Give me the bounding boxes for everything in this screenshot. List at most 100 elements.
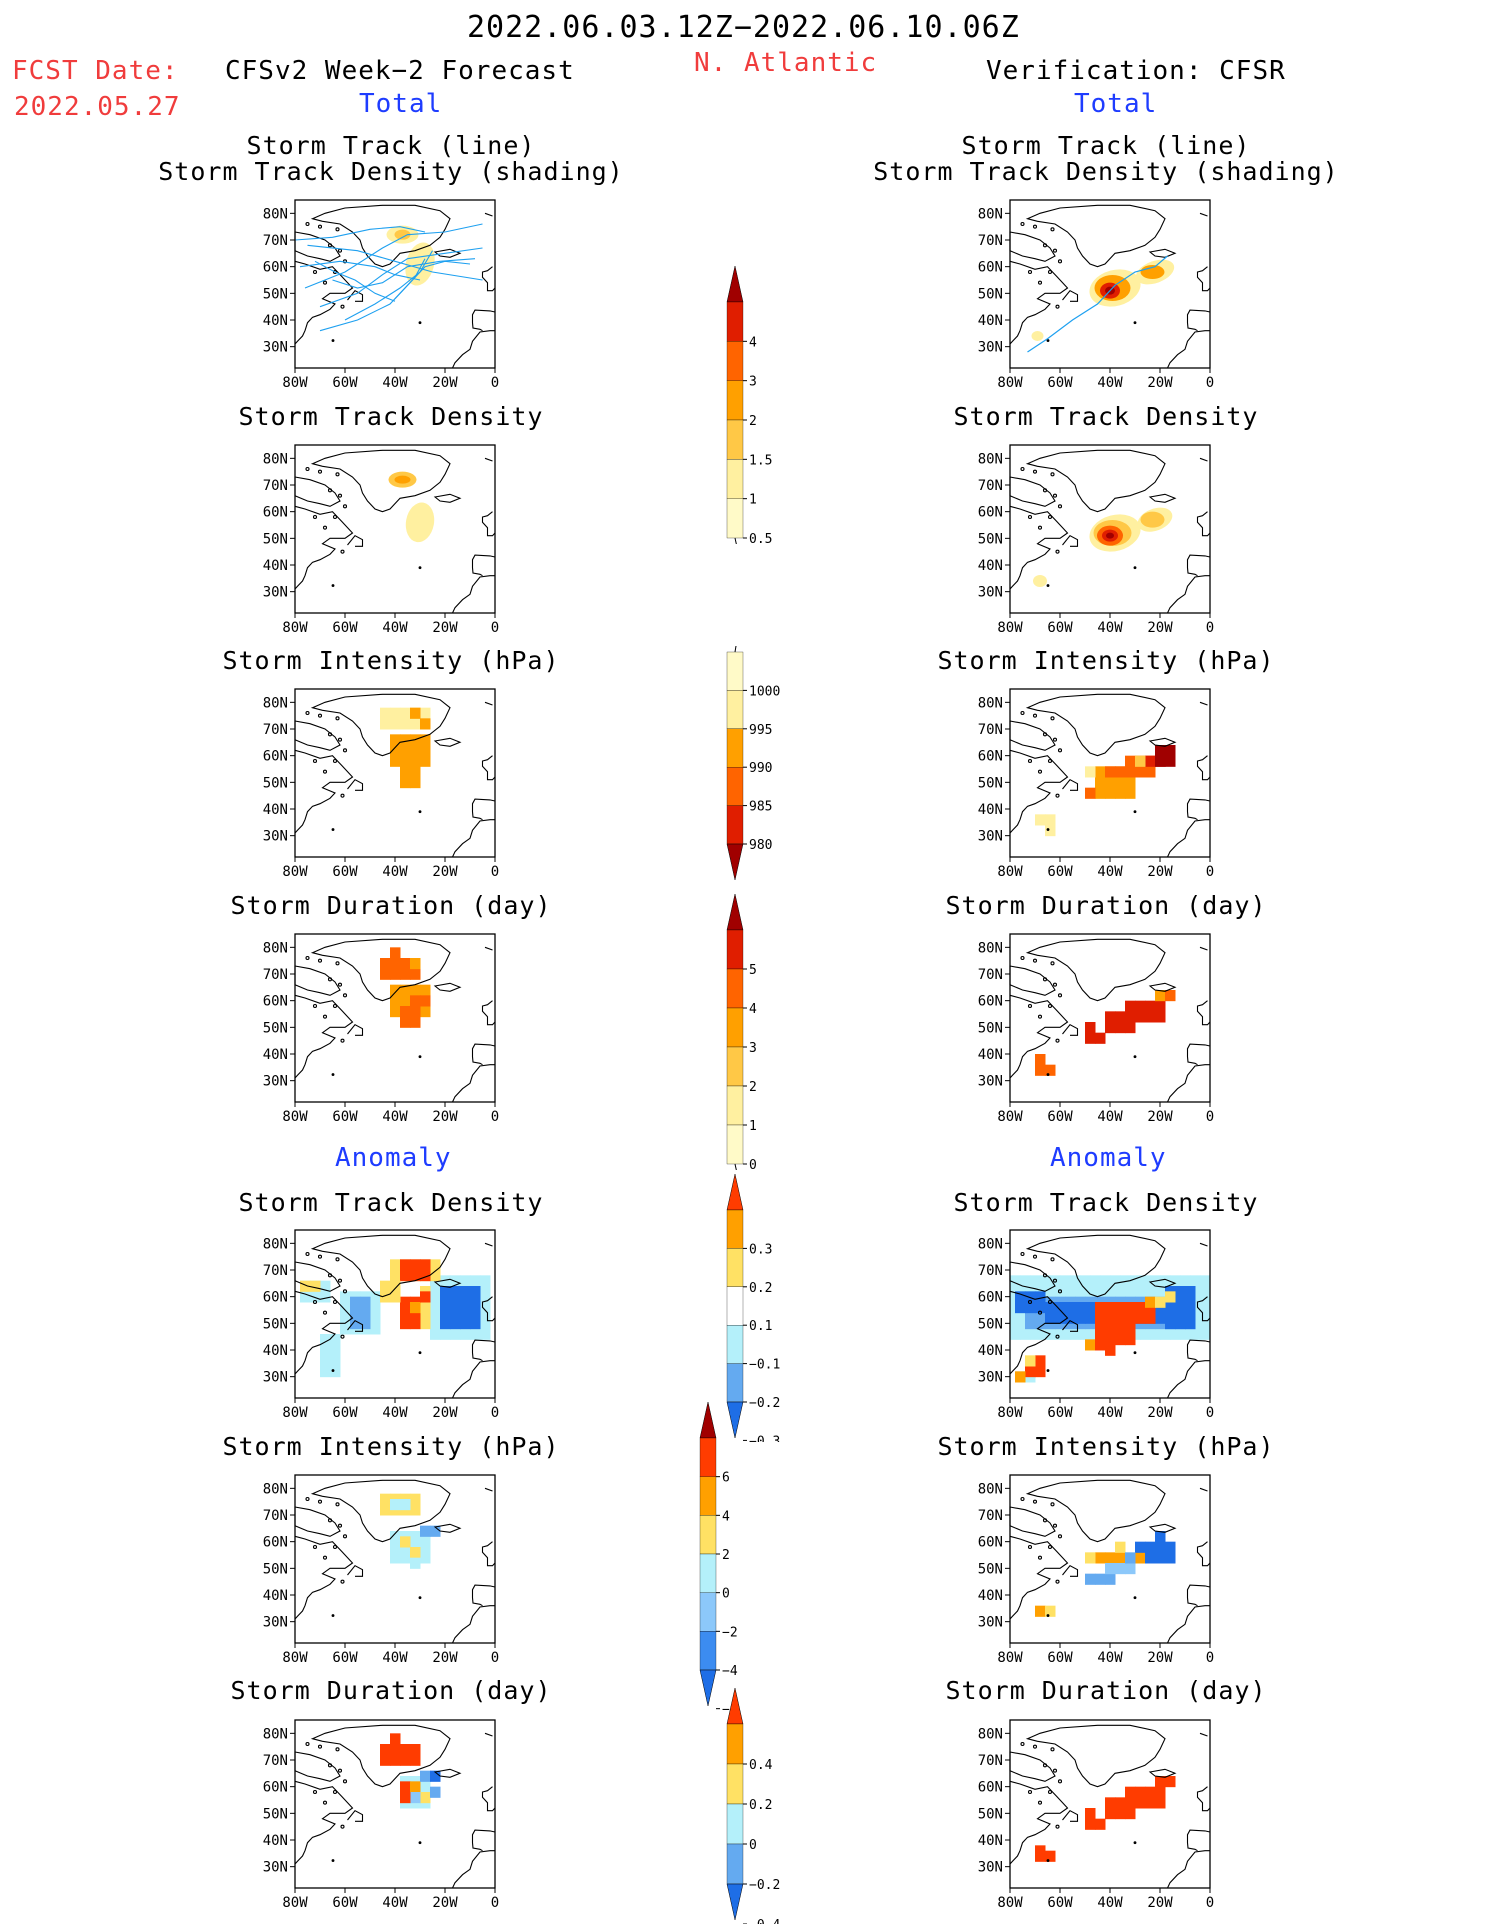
map-right-duration-anom: 80N 70N 60N 50N 40N 30N 80W 60W 40W 20W 0 [978, 1719, 1214, 1910]
svg-text:0: 0 [491, 864, 499, 879]
svg-text:80N: 80N [263, 1236, 288, 1252]
svg-text:2: 2 [749, 414, 757, 429]
svg-text:50N: 50N [978, 775, 1003, 791]
svg-text:4: 4 [749, 1002, 757, 1017]
svg-text:40N: 40N [978, 558, 1003, 574]
svg-text:70N: 70N [978, 967, 1003, 983]
svg-text:70N: 70N [263, 722, 288, 738]
svg-text:60W: 60W [332, 375, 358, 390]
svg-text:60N: 60N [263, 1780, 288, 1796]
title-left-density: Storm Track Density [238, 402, 544, 431]
map-right-duration: 80N 70N 60N 50N 40N 30N 80W 60W 40W 20W 0 [978, 933, 1214, 1124]
svg-text:60W: 60W [332, 620, 358, 635]
svg-text:0.2: 0.2 [749, 1798, 772, 1813]
svg-text:0: 0 [491, 1650, 499, 1665]
svg-text:50N: 50N [263, 775, 288, 791]
svg-text:40W: 40W [1097, 1895, 1123, 1910]
svg-text:4: 4 [749, 335, 757, 350]
svg-text:20W: 20W [432, 1650, 458, 1665]
svg-text:30N: 30N [978, 1074, 1003, 1090]
svg-text:40W: 40W [382, 620, 408, 635]
svg-text:70N: 70N [978, 1508, 1003, 1524]
colorbar-duration: 5 4 3 2 1 0 [726, 893, 757, 1170]
svg-text:40N: 40N [978, 1588, 1003, 1604]
svg-text:2: 2 [722, 1548, 730, 1563]
svg-text:1000: 1000 [749, 684, 780, 699]
svg-text:80N: 80N [263, 695, 288, 711]
svg-text:50N: 50N [978, 286, 1003, 302]
title-left-duration-anom: Storm Duration (day) [230, 1676, 552, 1705]
colorbar-intensity-anom: 6 4 2 0 −2 −4 −6 [699, 1401, 738, 1710]
svg-text:40W: 40W [382, 375, 408, 390]
svg-text:30N: 30N [978, 1615, 1003, 1631]
svg-text:20W: 20W [1147, 1895, 1173, 1910]
svg-text:0: 0 [491, 620, 499, 635]
map-right-intensity-anom: 80N 70N 60N 50N 40N 30N 80W 60W 40W 20W 0 [978, 1474, 1214, 1665]
svg-text:80W: 80W [997, 1405, 1023, 1420]
svg-text:20W: 20W [1147, 1109, 1173, 1124]
svg-text:0: 0 [749, 1158, 757, 1170]
svg-text:0: 0 [1206, 1405, 1214, 1420]
svg-text:0: 0 [491, 1895, 499, 1910]
svg-text:70N: 70N [263, 233, 288, 249]
svg-text:3: 3 [749, 1041, 757, 1056]
svg-text:−0.2: −0.2 [749, 1396, 780, 1411]
svg-text:985: 985 [749, 800, 772, 815]
svg-text:50N: 50N [978, 1316, 1003, 1332]
svg-text:60N: 60N [263, 749, 288, 765]
svg-text:30N: 30N [263, 1860, 288, 1876]
svg-text:80N: 80N [978, 940, 1003, 956]
svg-text:0: 0 [491, 1405, 499, 1420]
svg-text:990: 990 [749, 761, 772, 776]
svg-text:0: 0 [722, 1587, 730, 1602]
svg-text:−0.3: −0.3 [749, 1434, 780, 1442]
svg-text:−0.2: −0.2 [749, 1878, 780, 1893]
svg-text:40N: 40N [978, 802, 1003, 818]
svg-text:60W: 60W [1047, 1650, 1073, 1665]
map-right-track-line: 80N 70N 60N 50N 40N 30N 80W 60W 40W 20W 0 [978, 199, 1214, 390]
svg-text:50N: 50N [263, 286, 288, 302]
title-right-track-line: Storm Track (line) [961, 131, 1251, 160]
svg-text:60W: 60W [1047, 1109, 1073, 1124]
title-right-density-anom: Storm Track Density [953, 1188, 1259, 1217]
svg-text:20W: 20W [1147, 1650, 1173, 1665]
svg-text:50N: 50N [263, 1316, 288, 1332]
svg-text:60W: 60W [332, 864, 358, 879]
svg-text:20W: 20W [1147, 375, 1173, 390]
svg-text:50N: 50N [263, 531, 288, 547]
colorbar-density: 4 3 2 1.5 1 0.5 [726, 265, 772, 544]
svg-text:−0.1: −0.1 [749, 1358, 780, 1373]
svg-text:60N: 60N [978, 749, 1003, 765]
svg-text:60N: 60N [263, 1535, 288, 1551]
svg-text:20W: 20W [432, 1405, 458, 1420]
svg-text:70N: 70N [263, 1753, 288, 1769]
svg-text:80N: 80N [263, 940, 288, 956]
svg-text:60W: 60W [1047, 620, 1073, 635]
svg-text:60W: 60W [1047, 1405, 1073, 1420]
svg-text:0.5: 0.5 [749, 532, 772, 544]
svg-text:20W: 20W [1147, 620, 1173, 635]
svg-text:80W: 80W [997, 620, 1023, 635]
svg-text:70N: 70N [978, 722, 1003, 738]
right-anomaly-label: Anomaly [1050, 1143, 1167, 1173]
svg-text:40N: 40N [978, 1343, 1003, 1359]
svg-text:40W: 40W [382, 1109, 408, 1124]
svg-text:6: 6 [722, 1471, 730, 1486]
svg-text:30N: 30N [978, 1370, 1003, 1386]
svg-text:80W: 80W [282, 1650, 308, 1665]
svg-text:30N: 30N [978, 585, 1003, 601]
svg-text:5: 5 [749, 963, 757, 978]
svg-text:995: 995 [749, 723, 772, 738]
colorbar-duration-anom: 0.4 0.2 0 −0.2 −0.4 [726, 1687, 780, 1924]
forecast-period: 2022.06.03.12Z−2022.06.10.06Z [467, 10, 1020, 45]
title-left-duration: Storm Duration (day) [230, 891, 552, 920]
title-right-intensity-anom: Storm Intensity (hPa) [937, 1432, 1275, 1461]
svg-text:70N: 70N [978, 478, 1003, 494]
svg-text:40W: 40W [1097, 1109, 1123, 1124]
svg-text:40W: 40W [1097, 1650, 1123, 1665]
svg-text:30N: 30N [978, 829, 1003, 845]
svg-text:30N: 30N [263, 1615, 288, 1631]
svg-text:50N: 50N [978, 1561, 1003, 1577]
svg-text:80N: 80N [263, 1481, 288, 1497]
svg-text:70N: 70N [263, 1263, 288, 1279]
